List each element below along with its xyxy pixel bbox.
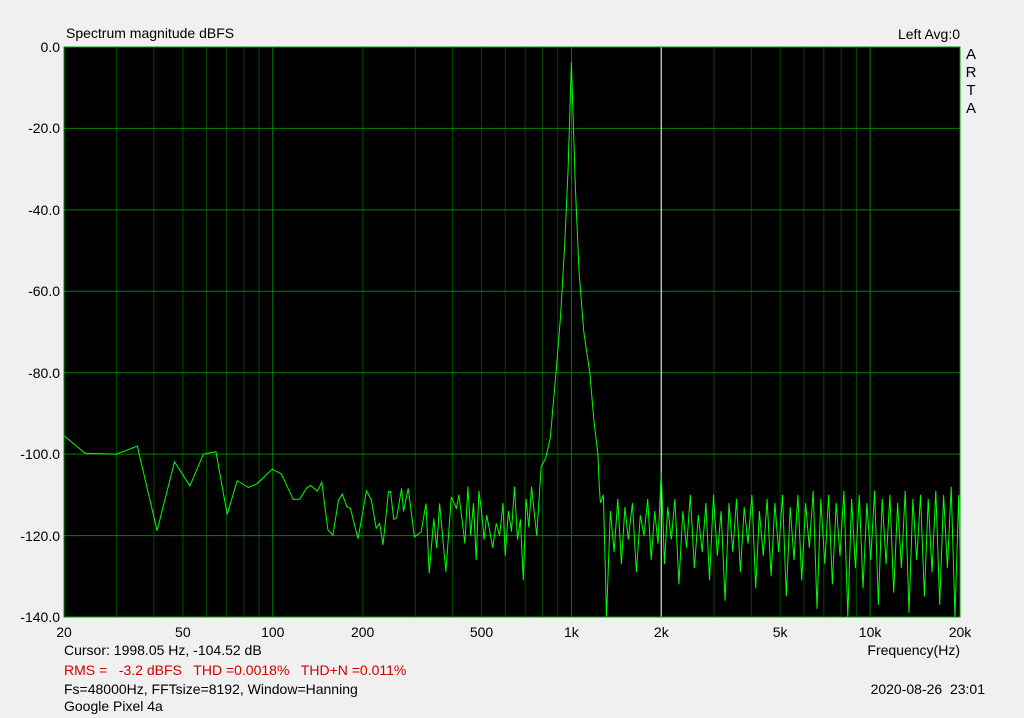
plot-frame [63,46,961,618]
x-tick-label: 20k [948,624,972,640]
logo-letter: A [965,100,976,117]
x-tick-label: 5k [772,624,788,640]
y-tick-label: -60.0 [28,283,60,300]
y-tick-label: -20.0 [28,120,60,137]
arta-logo: A R T A [964,46,978,118]
x-tick-label: 20 [56,624,72,640]
x-tick-label: 10k [858,624,882,640]
cursor-readout: Cursor: 1998.05 Hz, -104.52 dB [64,642,262,658]
x-tick-label: 500 [469,624,494,640]
timestamp: 2020-08-26 23:01 [870,681,985,697]
settings-readout: Fs=48000Hz, FFTsize=8192, Window=Hanning [64,681,358,697]
x-tick-label: 50 [175,624,191,640]
y-tick-label: -40.0 [28,201,60,218]
y-tick-label: 0.0 [40,39,60,55]
logo-letter: A [965,46,976,63]
channel-avg-label: Left Avg:0 [897,26,960,42]
y-tick-label: -80.0 [28,364,60,381]
chart-title: Spectrum magnitude dBFS [66,25,235,41]
x-tick-label: 1k [564,624,579,640]
y-tick-label: -120.0 [20,527,60,544]
measurement-readout: RMS = -3.2 dBFS THD =0.0018% THD+N =0.01… [64,662,407,678]
x-tick-label: 200 [350,624,375,640]
x-tick-label: 100 [261,624,285,640]
grid [64,47,960,617]
logo-letter: T [966,82,976,99]
x-axis-label: Frequency(Hz) [867,642,960,658]
y-tick-label: -100.0 [20,446,60,463]
device-name: Google Pixel 4a [64,698,163,714]
logo-letter: R [965,64,977,81]
y-tick-label: -140.0 [20,609,60,625]
spectrum-trace [63,62,961,618]
x-tick-label: 2k [653,624,669,640]
